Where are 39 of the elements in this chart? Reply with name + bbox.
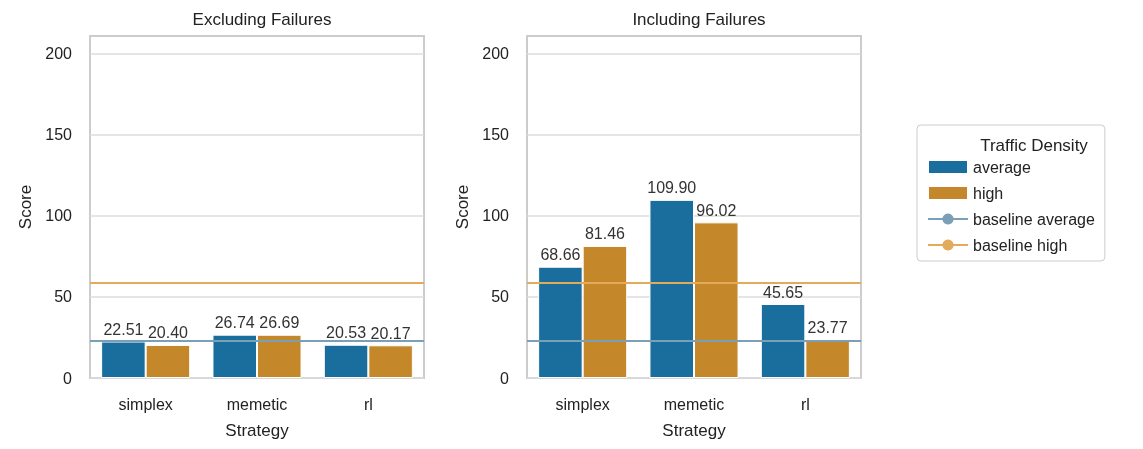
y-axis-title: Score [453,184,472,230]
chart-title: Including Failures [632,10,766,29]
y-tick-label: 200 [45,45,73,63]
x-tick-label: simplex [555,395,610,413]
data-label: 22.51 [103,321,144,339]
y-tick-label: 100 [482,207,510,225]
legend-label: high [973,184,1004,202]
legend-label: baseline average [973,210,1095,228]
data-label: 26.69 [259,314,300,332]
x-axis-title: Strategy [662,421,727,440]
y-tick-label: 0 [500,369,510,387]
x-tick-label: simplex [118,395,173,413]
x-tick-label: memetic [663,395,725,413]
data-label: 45.65 [763,283,804,301]
y-tick-label: 150 [482,126,510,144]
x-tick-label: memetic [226,395,288,413]
y-axis-title: Score [16,184,35,230]
data-label: 23.77 [807,318,848,336]
data-label: 20.17 [370,324,411,342]
data-label: 81.46 [584,225,626,243]
chart-title: Excluding Failures [192,10,332,29]
y-tick-label: 200 [482,45,510,63]
x-tick-label: rl [800,395,810,413]
x-axis-title: Strategy [225,421,290,440]
y-tick-label: 100 [45,207,73,225]
data-label: 20.53 [326,324,367,342]
x-tick-label: rl [363,395,373,413]
y-tick-label: 0 [63,369,73,387]
data-label: 68.66 [540,246,581,264]
y-tick-label: 50 [491,288,510,306]
data-label: 109.90 [647,179,697,197]
legend-label: average [973,158,1031,176]
y-tick-label: 50 [54,288,73,306]
y-tick-label: 150 [45,126,73,144]
data-label: 96.02 [696,201,737,219]
legend-label: baseline high [973,236,1068,254]
data-label: 20.40 [147,324,189,342]
data-label: 26.74 [214,314,255,332]
legend-title: Traffic Density [980,136,1089,155]
